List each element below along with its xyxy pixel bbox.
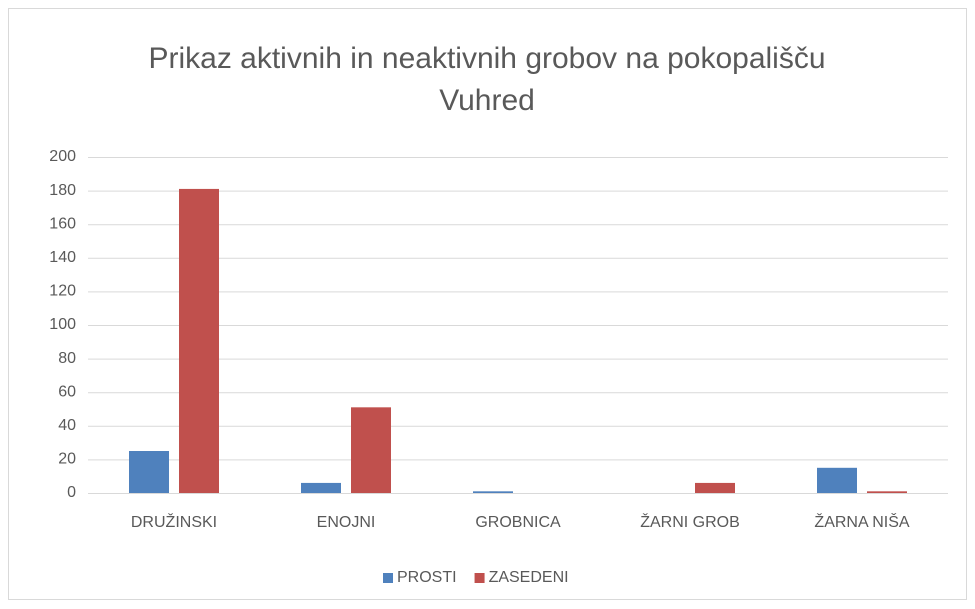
- x-tick-label: ŽARNA NIŠA: [814, 512, 909, 531]
- chart-title: Prikaz aktivnih in neaktivnih grobov na …: [148, 42, 826, 117]
- legend-label: ZASEDENI: [489, 569, 569, 586]
- y-tick-label: 80: [58, 350, 76, 367]
- y-tick-label: 160: [49, 215, 76, 232]
- bar: [695, 482, 735, 493]
- x-tick-label: GROBNICA: [475, 514, 561, 531]
- bar: [301, 482, 341, 493]
- x-tick-label: ŽARNI GROB: [640, 512, 740, 531]
- bar: [351, 407, 391, 493]
- bar: [179, 188, 219, 494]
- bar: [817, 467, 857, 493]
- y-tick-label: 60: [58, 383, 76, 400]
- x-tick-label: ENOJNI: [317, 514, 376, 531]
- y-tick-label: 180: [49, 182, 76, 199]
- x-tick-label: DRUŽINSKI: [131, 512, 217, 531]
- chart-border: [8, 8, 967, 600]
- legend-swatch: [383, 573, 393, 583]
- bar: [867, 491, 907, 493]
- y-tick-label: 100: [49, 316, 76, 333]
- y-tick-label: 20: [58, 451, 76, 468]
- y-tick-label: 140: [49, 249, 76, 266]
- bar: [129, 451, 169, 493]
- y-tick-label: 0: [67, 484, 76, 501]
- y-tick-label: 120: [49, 283, 76, 300]
- legend-label: PROSTI: [397, 569, 457, 586]
- bar: [473, 491, 513, 493]
- y-tick-label: 40: [58, 417, 76, 434]
- y-tick-label: 200: [49, 148, 76, 165]
- legend-swatch: [474, 573, 485, 583]
